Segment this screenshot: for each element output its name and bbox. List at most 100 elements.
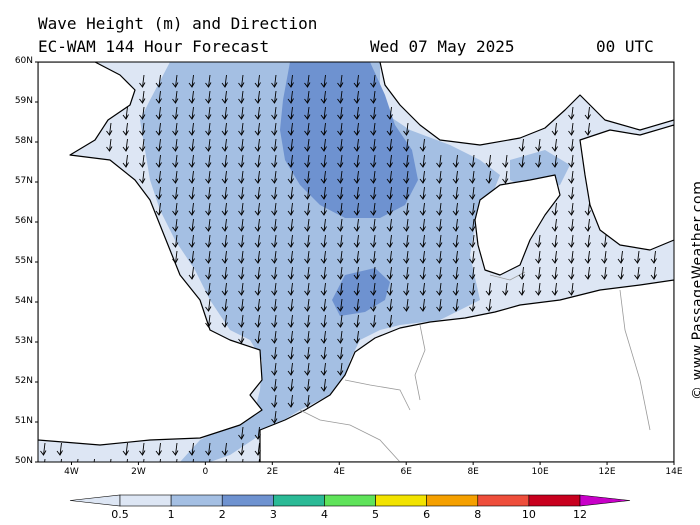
wave-arrow (188, 186, 195, 200)
wave-arrow (221, 122, 228, 136)
wave-arrow (254, 250, 261, 264)
wave-arrow (221, 218, 228, 232)
lon-label: 4E (333, 467, 345, 477)
wave-arrow (188, 234, 195, 248)
border-de-pl (619, 289, 651, 431)
wave-arrow (568, 202, 575, 216)
wave-arrow (304, 234, 311, 248)
wave-arrow (304, 266, 311, 280)
wave-arrow (601, 234, 608, 248)
wave-arrow (172, 122, 179, 136)
wave-arrow (60, 458, 62, 462)
wave-arrow (155, 106, 162, 120)
wave-arrow (584, 202, 591, 216)
wave-arrow (337, 362, 344, 376)
wave-arrow (238, 154, 245, 168)
wave-arrow (139, 122, 146, 136)
wave-arrow (188, 74, 195, 88)
wave-arrow (205, 218, 212, 232)
wave-arrow (485, 282, 492, 296)
wave-arrow (139, 74, 146, 88)
wave-arrow (551, 266, 558, 280)
wave-arrow (320, 202, 327, 216)
wave-arrow (205, 250, 212, 264)
wave-arrow (238, 442, 245, 456)
wave-arrow (469, 234, 476, 248)
wave-arrow (287, 138, 294, 152)
wave-arrow (320, 330, 327, 344)
wave-arrow (205, 74, 212, 88)
wave-arrow (403, 218, 410, 232)
wave-arrow (188, 250, 195, 264)
wave-arrow (188, 90, 195, 104)
wave-arrow (122, 106, 129, 120)
wave-arrow (188, 106, 195, 120)
wave-arrow (238, 426, 245, 440)
wave-arrow (139, 138, 146, 152)
colorbar-segment (273, 494, 325, 507)
wave-arrow (568, 122, 575, 136)
wave-arrow (188, 122, 195, 136)
wave-arrow (469, 170, 476, 184)
wave-arrow (353, 218, 360, 232)
wave-arrow (403, 122, 410, 136)
wave-arrow (551, 138, 558, 152)
wave-arrow (469, 186, 476, 200)
wave-arrow (386, 282, 393, 296)
wave-arrow (320, 186, 327, 200)
wave-arrow (337, 314, 344, 328)
lon-label: 2W (131, 467, 146, 477)
wave-arrow (106, 138, 113, 152)
wave-arrow (353, 314, 360, 328)
wave-arrow (320, 266, 327, 280)
wave-arrow (320, 298, 327, 312)
wave-arrow (242, 458, 244, 462)
wave-arrow (535, 250, 542, 264)
wave-arrow (271, 266, 278, 280)
wave-arrow (254, 186, 261, 200)
wave-arrow (172, 234, 179, 248)
wave-arrow (172, 186, 179, 200)
wave-arrow (337, 122, 344, 136)
colorbar-label: 4 (320, 508, 328, 521)
wave-arrow (419, 234, 426, 248)
wave-arrow (436, 170, 443, 184)
wave-arrow (205, 202, 212, 216)
wave-arrow (452, 282, 459, 296)
wave-arrow (254, 106, 261, 120)
forecast-date: Wed 07 May 2025 (370, 37, 515, 56)
lat-label: 52N (14, 376, 33, 386)
wave-arrow (337, 138, 344, 152)
wave-arrow (172, 138, 179, 152)
wave-arrow (106, 122, 113, 136)
colorbar-label: 5 (372, 508, 380, 521)
wave-arrow (139, 90, 146, 104)
wave-arrow (287, 106, 294, 120)
border-be-nl (344, 379, 411, 411)
wave-arrow (320, 154, 327, 168)
wave-arrow (386, 218, 393, 232)
colorbar-segment (221, 494, 274, 507)
wave-arrow (304, 90, 311, 104)
wave-arrow (452, 202, 459, 216)
wave-arrow (370, 202, 377, 216)
wave-arrow (172, 250, 179, 264)
wave-arrow (386, 234, 393, 248)
wave-arrow (188, 202, 195, 216)
wave-arrow (419, 298, 426, 312)
wave-arrow (155, 186, 162, 200)
colorbar-label: 1 (167, 508, 175, 521)
wave-arrow (254, 314, 261, 328)
wave-arrow (254, 298, 261, 312)
wave-arrow (287, 266, 294, 280)
wave-arrow (139, 170, 146, 184)
wave-arrow (436, 282, 443, 296)
wave-arrow (320, 170, 327, 184)
wave-arrow (568, 138, 575, 152)
wave-arrow (254, 202, 261, 216)
wave-arrow (386, 250, 393, 264)
wave-arrow (403, 234, 410, 248)
wave-arrow (221, 170, 228, 184)
wave-arrow (205, 170, 212, 184)
land-great-britain (38, 62, 263, 446)
